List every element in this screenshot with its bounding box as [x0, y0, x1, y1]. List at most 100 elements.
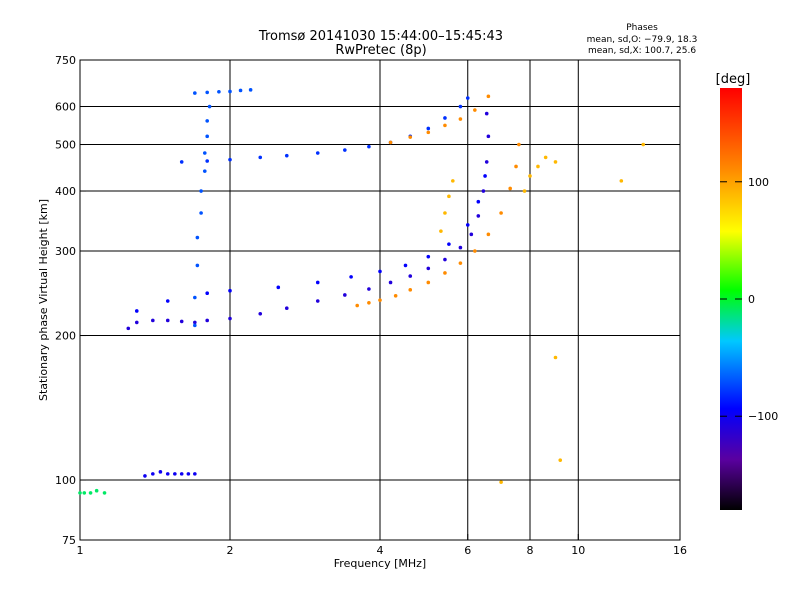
y-tick-label: 75 [62, 534, 76, 547]
data-point [473, 249, 477, 253]
data-point [469, 232, 474, 237]
data-point [205, 291, 209, 296]
chart-title: Tromsø 20141030 15:44:00–15:45:43 [258, 29, 503, 44]
data-point [217, 89, 221, 94]
chart-subtitle: RwPretec (8p) [335, 43, 426, 58]
data-point [165, 299, 170, 303]
data-point [499, 480, 503, 484]
x-tick-label: 6 [464, 544, 471, 557]
data-point [443, 116, 447, 120]
data-point [426, 130, 431, 135]
data-point [207, 104, 212, 109]
data-points [78, 88, 646, 495]
data-point [228, 157, 232, 162]
y-axis-label: Stationary phase Virtual Height [km] [37, 199, 50, 401]
colorbar [720, 88, 742, 510]
data-point [408, 135, 413, 139]
data-point [476, 214, 481, 218]
data-point [193, 91, 197, 95]
data-point [458, 261, 463, 265]
data-point [199, 189, 203, 193]
x-tick-label: 2 [227, 544, 234, 557]
data-point [78, 491, 82, 495]
data-point [355, 303, 359, 308]
data-point [426, 254, 431, 259]
data-point [553, 355, 558, 360]
colorbar-tick-label: −100 [748, 410, 778, 423]
data-point [484, 160, 489, 164]
data-point [193, 320, 197, 325]
data-point [199, 211, 203, 215]
data-point [205, 90, 209, 95]
axis-ticks: 1 2 4 6 8 10 16 75 100 200 300 400 500 600 750 [55, 54, 687, 557]
data-point [486, 94, 491, 99]
data-point [205, 159, 209, 163]
data-point [193, 472, 197, 476]
colorbar-ticks: −100 0 100 [720, 176, 778, 423]
data-point [486, 232, 491, 237]
data-point [205, 134, 209, 139]
data-point [315, 280, 320, 285]
data-point [514, 164, 518, 169]
data-point [88, 491, 93, 495]
data-point [193, 295, 197, 300]
data-point [378, 298, 382, 302]
data-point [426, 280, 431, 285]
data-point [315, 299, 320, 303]
data-point [258, 155, 263, 160]
data-point [443, 123, 447, 128]
data-point [426, 266, 431, 271]
data-point [134, 309, 139, 313]
data-point [349, 275, 353, 279]
data-point [343, 148, 347, 152]
data-point [458, 245, 463, 250]
data-point [447, 242, 451, 246]
data-point [517, 142, 521, 147]
data-point [408, 288, 413, 292]
data-point [481, 189, 486, 193]
data-point [378, 269, 382, 274]
data-point [193, 323, 197, 328]
data-point [486, 134, 491, 139]
data-point [238, 88, 243, 93]
data-point [499, 211, 503, 215]
data-point [367, 301, 371, 305]
data-point [186, 472, 191, 476]
y-tick-label: 100 [55, 474, 76, 487]
x-tick-label: 16 [673, 544, 687, 557]
data-point [202, 151, 207, 155]
data-point [367, 287, 371, 291]
data-point [143, 474, 147, 478]
data-point [126, 326, 131, 331]
data-point [536, 164, 540, 169]
data-point [228, 316, 232, 321]
data-point [82, 491, 87, 495]
data-point [528, 174, 532, 178]
x-tick-label: 8 [527, 544, 534, 557]
data-point [443, 257, 447, 262]
y-tick-label: 400 [55, 185, 76, 198]
data-point [393, 293, 398, 298]
data-point [465, 223, 470, 227]
y-tick-label: 600 [55, 101, 76, 114]
data-point [284, 153, 289, 158]
data-point [447, 194, 451, 199]
data-point [102, 491, 107, 495]
data-point [484, 111, 489, 116]
data-point [205, 318, 209, 323]
data-point [458, 117, 463, 121]
data-point [179, 472, 184, 476]
data-point [408, 274, 413, 278]
data-point [619, 179, 624, 183]
y-tick-label: 200 [55, 330, 76, 343]
data-point [134, 320, 139, 325]
x-tick-label: 10 [571, 544, 585, 557]
y-tick-label: 500 [55, 139, 76, 152]
data-point [451, 179, 455, 183]
data-point [158, 470, 163, 474]
x-axis-label: Frequency [MHz] [334, 557, 426, 570]
stats-line-x: mean, sd,X: 100.7, 25.6 [588, 46, 696, 56]
data-point [388, 280, 393, 285]
x-tick-label: 1 [77, 544, 84, 557]
